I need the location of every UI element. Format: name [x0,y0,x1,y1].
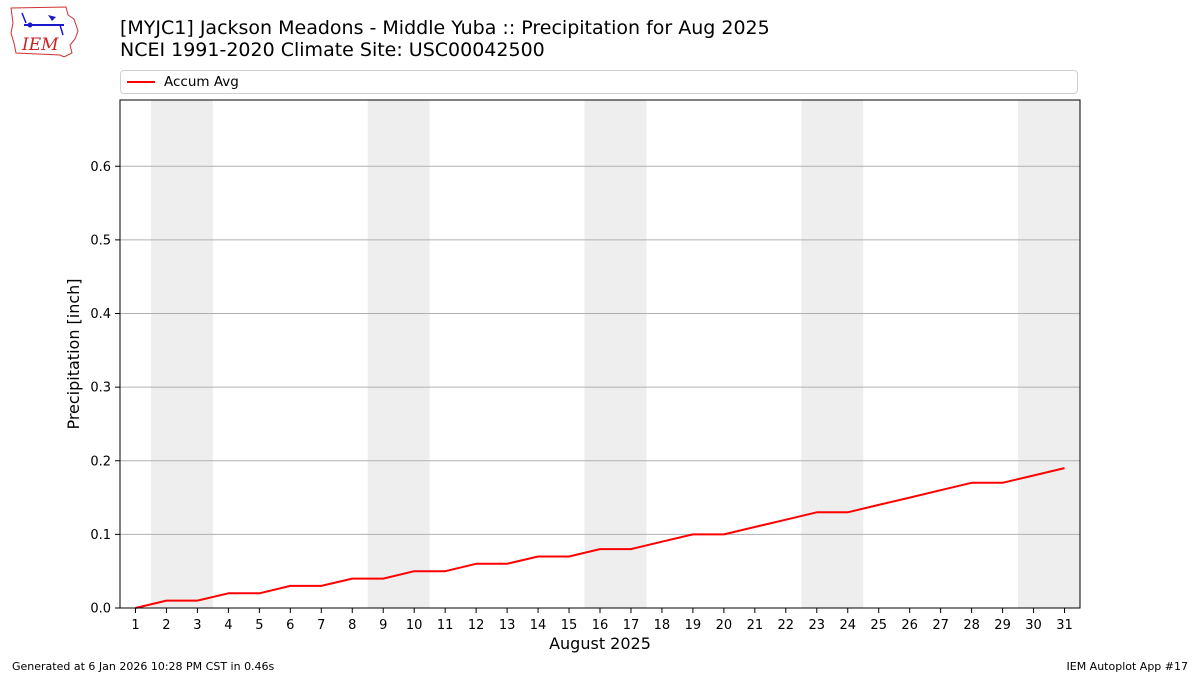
footer-app: IEM Autoplot App #17 [1066,660,1189,673]
y-tick-label: 0.4 [90,307,111,322]
footer-generated: Generated at 6 Jan 2026 10:28 PM CST in … [12,660,275,673]
weekend-band [1018,100,1080,608]
x-tick-label: 23 [809,618,826,633]
x-tick-label: 15 [561,618,578,633]
weekend-band [150,100,213,608]
weekend-band [584,100,647,608]
x-tick-label: 1 [131,618,139,633]
x-tick-label: 5 [255,618,263,633]
x-tick-label: 3 [193,618,201,633]
x-tick-label: 29 [994,618,1011,633]
title-line-1: [MYJC1] Jackson Meadons - Middle Yuba ::… [120,17,770,39]
y-tick-label: 0.2 [90,454,111,469]
x-tick-label: 28 [963,618,980,633]
title-line-2: NCEI 1991-2020 Climate Site: USC00042500 [120,39,545,61]
x-tick-label: 21 [747,618,764,633]
x-axis-label: August 2025 [549,634,651,653]
x-tick-label: 10 [406,618,423,633]
x-tick-label: 8 [348,618,356,633]
x-tick-label: 30 [1025,618,1042,633]
x-tick-label: 27 [932,618,949,633]
y-axis-label: Precipitation [inch] [64,278,83,429]
x-tick-label: 17 [623,618,640,633]
chart-title: [MYJC1] Jackson Meadons - Middle Yuba ::… [120,17,770,61]
x-tick-label: 13 [499,618,516,633]
iem-logo: IEM [10,6,79,58]
x-tick-label: 7 [317,618,325,633]
legend: Accum Avg [120,70,1078,94]
x-tick-label: 26 [901,618,918,633]
x-tick-label: 18 [654,618,671,633]
series-line-accum-avg [135,467,1065,609]
y-tick-label: 0.5 [90,233,111,248]
x-tick-label: 31 [1056,618,1073,633]
weekend-band [801,100,864,608]
x-tick-label: 9 [379,618,387,633]
x-tick-label: 14 [530,618,547,633]
y-tick-label: 0.3 [90,381,111,396]
x-tick-label: 20 [716,618,733,633]
x-tick-label: 22 [778,618,795,633]
y-tick-label: 0.0 [90,602,111,617]
logo-text: IEM [21,35,59,55]
x-tick-label: 19 [685,618,702,633]
weekend-band [367,100,430,608]
y-tick-label: 0.1 [90,528,111,543]
legend-swatch [127,81,155,83]
x-tick-label: 6 [286,618,294,633]
x-tick-label: 25 [870,618,887,633]
legend-label: Accum Avg [164,74,239,90]
y-tick-label: 0.6 [90,160,111,175]
x-tick-label: 12 [468,618,485,633]
x-tick-label: 16 [592,618,609,633]
x-tick-label: 24 [839,618,856,633]
x-tick-label: 4 [224,618,232,633]
x-tick-label: 11 [437,618,454,633]
x-tick-label: 2 [162,618,170,633]
